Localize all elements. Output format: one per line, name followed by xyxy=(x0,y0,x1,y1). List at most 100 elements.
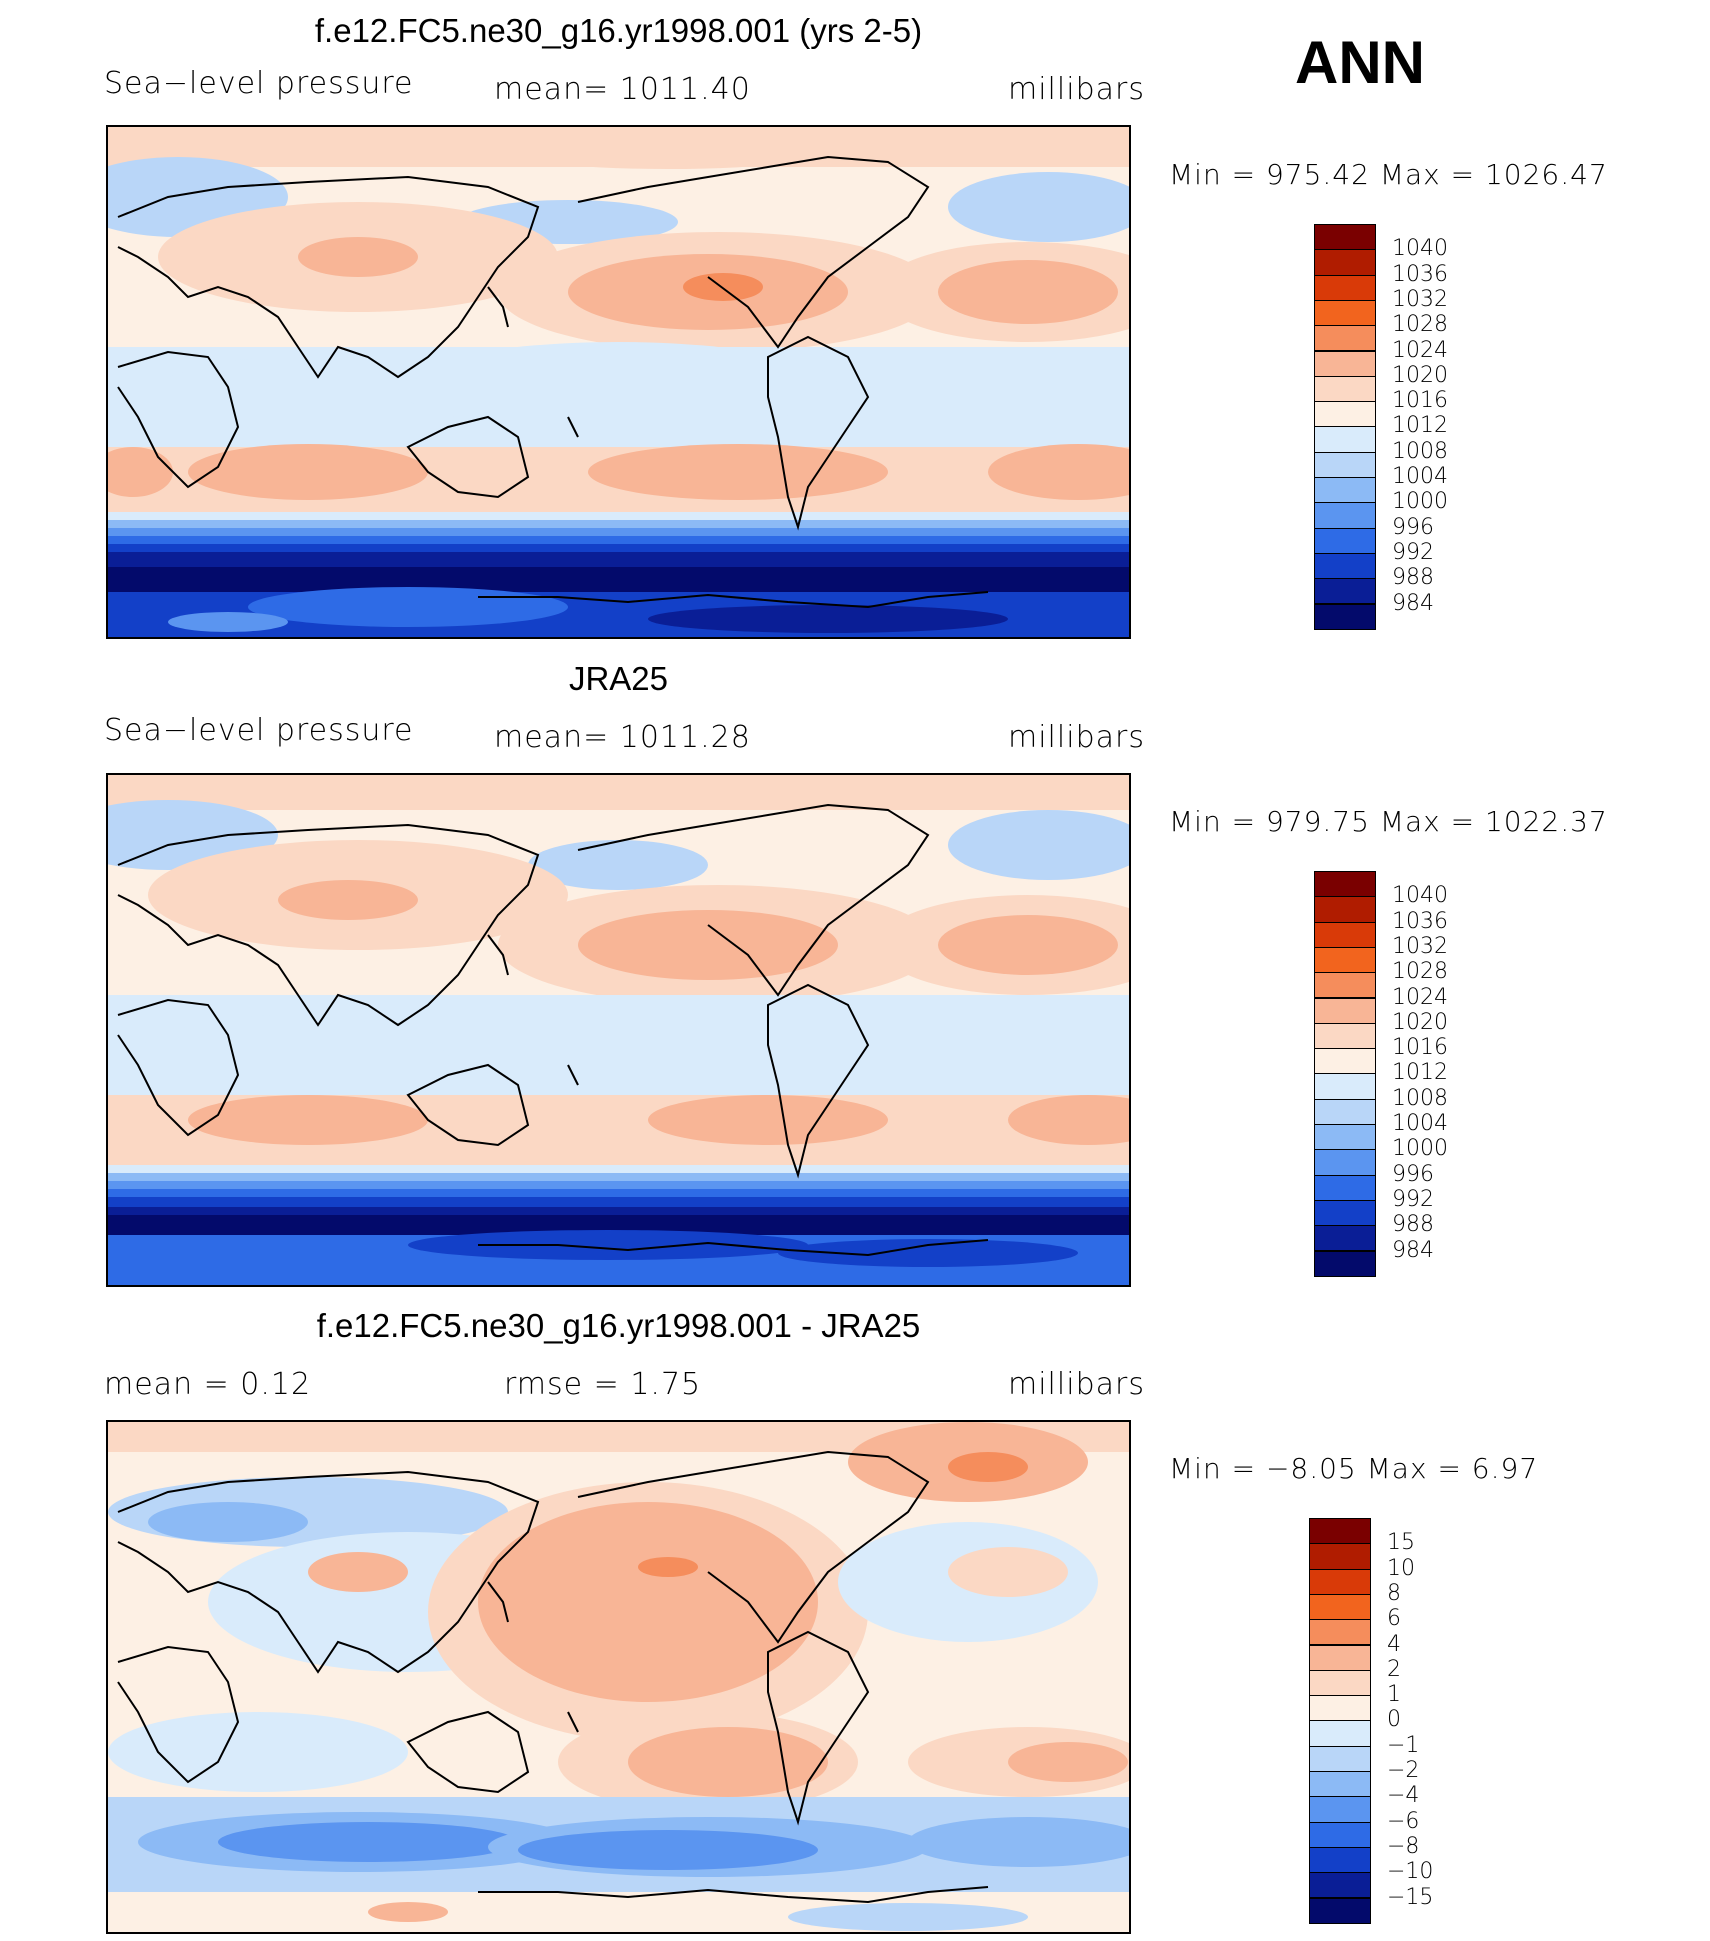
legend-swatch xyxy=(1314,972,1376,999)
legend-swatch xyxy=(1314,603,1376,630)
legend-swatch xyxy=(1314,451,1376,478)
legend-swatch xyxy=(1309,1846,1371,1874)
legend-swatch xyxy=(1314,299,1376,327)
panel-3-title: f.e12.FC5.ne30_g16.yr1998.001 - JRA25 xyxy=(316,1307,921,1344)
legend-swatch xyxy=(1314,502,1376,529)
legend-swatch xyxy=(1309,1745,1371,1772)
legend-swatch xyxy=(1314,1098,1376,1125)
legend-swatch xyxy=(1314,946,1376,974)
legend-swatch xyxy=(1309,1796,1371,1823)
legend-swatch xyxy=(1314,871,1376,898)
legend-level-label: −4 xyxy=(1387,1783,1420,1809)
legend-level-label: 1028 xyxy=(1392,312,1448,338)
legend-level-label: −1 xyxy=(1387,1732,1420,1758)
legend-level-label: −8 xyxy=(1387,1833,1420,1859)
legend-level-label: 1016 xyxy=(1392,388,1448,414)
legend-swatch xyxy=(1314,921,1376,948)
legend-level-label: 2 xyxy=(1387,1656,1401,1682)
legend-swatch xyxy=(1309,1669,1371,1697)
legend-swatch xyxy=(1314,1073,1376,1100)
legend-level-label: 996 xyxy=(1392,514,1434,540)
legend-swatch xyxy=(1314,477,1376,504)
legend-level-label: 988 xyxy=(1392,565,1434,591)
legend-level-label: 1028 xyxy=(1392,959,1448,985)
legend-swatch xyxy=(1314,1048,1376,1075)
legend-swatch xyxy=(1314,274,1376,301)
legend-level-label: 1032 xyxy=(1392,286,1448,312)
legend-level-label: 984 xyxy=(1392,590,1434,616)
panel-3-map xyxy=(106,1420,1131,1934)
legend-swatch xyxy=(1314,249,1376,276)
legend-level-label: 10 xyxy=(1387,1555,1415,1581)
panel-2-minmax: Min = 979.75 Max = 1022.37 xyxy=(1169,805,1608,838)
legend-level-label: 0 xyxy=(1387,1707,1401,1733)
legend-swatch xyxy=(1309,1568,1371,1595)
legend-level-label: 992 xyxy=(1392,1186,1434,1212)
legend-level-label: 1040 xyxy=(1392,883,1448,909)
panel-2-title: JRA25 xyxy=(568,660,669,697)
legend-level-label: −2 xyxy=(1387,1758,1420,1783)
panel-3-center-label: rmse = 1.75 xyxy=(504,1367,702,1402)
panel-3-minmax: Min = −8.05 Max = 6.97 xyxy=(1169,1452,1539,1485)
legend-swatch xyxy=(1309,1518,1371,1545)
legend-level-label: 1020 xyxy=(1392,362,1448,388)
legend-level-label: 1012 xyxy=(1392,1060,1448,1086)
legend-level-label: 1036 xyxy=(1392,261,1448,287)
legend-swatch xyxy=(1309,1593,1371,1621)
panel-2-map xyxy=(106,773,1131,1287)
legend-swatch xyxy=(1309,1771,1371,1798)
panel-3-right-label: millibars xyxy=(1008,1367,1145,1402)
legend-level-label: −10 xyxy=(1387,1859,1434,1885)
panel-1-title: f.e12.FC5.ne30_g16.yr1998.001 (yrs 2-5) xyxy=(314,12,923,49)
legend-level-label: 1032 xyxy=(1392,933,1448,959)
legend-level-label: 1024 xyxy=(1392,984,1448,1010)
legend-swatch xyxy=(1309,1644,1371,1671)
panel-1-right-label: millibars xyxy=(1008,72,1145,107)
legend-swatch xyxy=(1314,1149,1376,1176)
legend-swatch xyxy=(1309,1695,1371,1722)
panel-1-minmax: Min = 975.42 Max = 1026.47 xyxy=(1169,158,1608,191)
panel-1-contour-field xyxy=(108,127,1129,637)
legend-level-label: −15 xyxy=(1387,1884,1434,1910)
panel-3-left-label: mean = 0.12 xyxy=(104,1367,312,1402)
legend-swatch xyxy=(1314,997,1376,1024)
legend-level-label: 1020 xyxy=(1392,1009,1448,1035)
legend-level-label: 1012 xyxy=(1392,413,1448,439)
legend-swatch xyxy=(1309,1543,1371,1570)
legend-level-label: 4 xyxy=(1387,1631,1401,1657)
legend-swatch xyxy=(1314,1199,1376,1227)
legend-level-label: 988 xyxy=(1392,1212,1434,1238)
legend-level-label: 15 xyxy=(1387,1530,1415,1556)
legend-swatch xyxy=(1309,1872,1371,1899)
legend-level-label: 6 xyxy=(1387,1606,1401,1632)
legend-swatch xyxy=(1314,325,1376,352)
legend-swatch xyxy=(1314,1124,1376,1151)
legend-swatch xyxy=(1314,896,1376,923)
panel-2-contour-field xyxy=(108,775,1129,1285)
panel-3-legend: 15 10 8 6 4 2 1 0 −1 −2 −4 −6 −8 −10 −15 xyxy=(1309,1518,1433,1924)
legend-level-label: 1000 xyxy=(1392,1136,1448,1162)
legend-level-label: 984 xyxy=(1392,1237,1434,1263)
legend-level-label: 1024 xyxy=(1392,337,1448,363)
legend-level-label: 1016 xyxy=(1392,1035,1448,1061)
legend-level-label: 1000 xyxy=(1392,489,1448,515)
legend-swatch xyxy=(1314,224,1376,251)
legend-swatch xyxy=(1314,1174,1376,1201)
legend-swatch xyxy=(1314,426,1376,453)
panel-2-legend: 1040 1036 1032 1028 1024 1020 1016 1012 1008 1004… xyxy=(1314,871,1448,1277)
panel-2-left-label: Sea−level pressure xyxy=(104,713,414,748)
legend-swatch xyxy=(1314,1250,1376,1277)
season-label: ANN xyxy=(1295,29,1425,96)
legend-swatch xyxy=(1314,375,1376,403)
legend-level-label: 1004 xyxy=(1392,1111,1448,1136)
panel-1-center-label: mean= 1011.40 xyxy=(494,72,751,107)
legend-swatch xyxy=(1314,578,1376,605)
legend-swatch xyxy=(1314,1225,1376,1252)
legend-swatch xyxy=(1314,527,1376,554)
legend-swatch xyxy=(1314,552,1376,580)
legend-level-label: 1008 xyxy=(1392,438,1448,464)
legend-swatch xyxy=(1309,1720,1371,1747)
legend-level-label: 992 xyxy=(1392,539,1434,565)
panel-3-contour-field xyxy=(108,1422,1129,1932)
legend-swatch xyxy=(1314,350,1376,377)
